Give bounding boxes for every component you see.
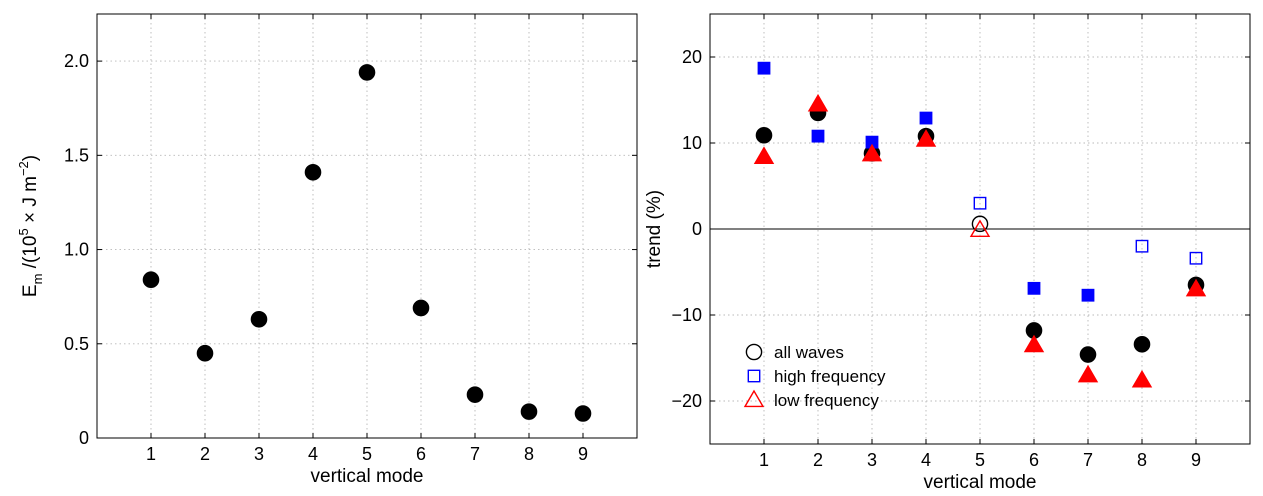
y-tick-label: 10 bbox=[682, 133, 702, 153]
high-frequency-point bbox=[1135, 239, 1149, 253]
legend-marker bbox=[743, 389, 765, 408]
high-frequency-point bbox=[757, 61, 771, 75]
all-waves-point bbox=[971, 215, 989, 233]
x-tick-label: 2 bbox=[813, 450, 823, 470]
series-0-point bbox=[574, 405, 592, 422]
series-0-point bbox=[412, 299, 430, 317]
y-axis-label-part: E bbox=[20, 284, 41, 297]
low-frequency-point bbox=[915, 129, 937, 147]
low-frequency-point bbox=[861, 143, 883, 162]
legend-marker bbox=[747, 369, 761, 383]
x-tick-label: 6 bbox=[416, 444, 426, 464]
y-axis-label-sup: 5 bbox=[16, 228, 31, 235]
x-tick-label: 3 bbox=[867, 450, 877, 470]
x-tick-label: 4 bbox=[308, 444, 318, 464]
high-frequency-point bbox=[1027, 281, 1041, 295]
y-axis-label: Em /(105 × J m−2) bbox=[16, 155, 45, 297]
x-tick-label: 9 bbox=[578, 444, 588, 464]
x-tick-label: 1 bbox=[146, 444, 156, 464]
low-frequency-point bbox=[1131, 369, 1153, 388]
all-waves-point bbox=[1079, 346, 1097, 363]
left-chart-energy: 1 2 3 4 5 6 7 8 9 0 0.5 1.0 1.5 2.0 vertical mode Em /(… bbox=[16, 13, 638, 487]
y-tick-label: 20 bbox=[682, 47, 702, 67]
legend-label: low frequency bbox=[774, 391, 879, 410]
x-tick-label: 3 bbox=[254, 444, 264, 464]
low-frequency-point bbox=[969, 219, 991, 238]
series-0-point bbox=[466, 386, 484, 403]
x-tick-label: 8 bbox=[1137, 450, 1147, 470]
high-frequency-point bbox=[973, 196, 987, 210]
series-0-point bbox=[250, 310, 268, 328]
x-tick-label: 8 bbox=[524, 444, 534, 464]
y-tick-label: 1.5 bbox=[64, 145, 89, 165]
legend-label: high frequency bbox=[774, 367, 886, 386]
y-tick-label: −20 bbox=[671, 391, 702, 411]
x-tick-label: 7 bbox=[470, 444, 480, 464]
x-tick-label: 2 bbox=[200, 444, 210, 464]
y-tick-label: 0 bbox=[692, 219, 702, 239]
high-frequency-point bbox=[1081, 288, 1095, 302]
x-tick-label: 6 bbox=[1029, 450, 1039, 470]
series-0-point bbox=[520, 403, 538, 420]
x-tick-label: 5 bbox=[362, 444, 372, 464]
series-0-point bbox=[304, 163, 322, 181]
high-frequency-point bbox=[811, 129, 825, 143]
all-waves-point bbox=[755, 126, 773, 144]
x-tick-label: 7 bbox=[1083, 450, 1093, 470]
low-frequency-point bbox=[1185, 278, 1207, 297]
series-0-point bbox=[142, 271, 160, 289]
high-frequency-point bbox=[919, 111, 933, 125]
y-axis-label-part: × J m bbox=[20, 176, 41, 228]
y-axis-label-sup: −2 bbox=[16, 161, 31, 176]
right-chart-trend: 1 2 3 4 5 6 7 8 9 −20 −10 0 10 20 vertical mode trend (… bbox=[644, 13, 1251, 493]
y-tick-label: 0 bbox=[79, 428, 89, 448]
x-tick-label: 5 bbox=[975, 450, 985, 470]
x-tick-label: 9 bbox=[1191, 450, 1201, 470]
y-tick-label: −10 bbox=[671, 305, 702, 325]
low-frequency-point bbox=[753, 146, 775, 164]
x-tick-label: 4 bbox=[921, 450, 931, 470]
y-axis-label: trend (%) bbox=[644, 190, 665, 268]
y-axis-label-sub: m bbox=[30, 274, 45, 285]
y-tick-label: 2.0 bbox=[64, 51, 89, 71]
series-0-point bbox=[358, 64, 376, 81]
low-frequency-point bbox=[1023, 334, 1045, 353]
low-frequency-point bbox=[807, 93, 829, 112]
y-tick-label: 0.5 bbox=[64, 334, 89, 354]
x-tick-label: 1 bbox=[759, 450, 769, 470]
legend-marker bbox=[745, 343, 763, 361]
x-axis-label: vertical mode bbox=[924, 472, 1037, 493]
high-frequency-point bbox=[1189, 251, 1203, 265]
y-tick-label: 1.0 bbox=[64, 240, 89, 260]
y-axis-label-part: /(10 bbox=[20, 236, 41, 274]
y-axis-label-part: ) bbox=[20, 155, 41, 161]
all-waves-point bbox=[1133, 335, 1151, 353]
x-axis-label: vertical mode bbox=[311, 466, 424, 487]
legend-label: all waves bbox=[774, 343, 844, 362]
low-frequency-point bbox=[1077, 364, 1099, 383]
series-0-point bbox=[196, 344, 214, 362]
